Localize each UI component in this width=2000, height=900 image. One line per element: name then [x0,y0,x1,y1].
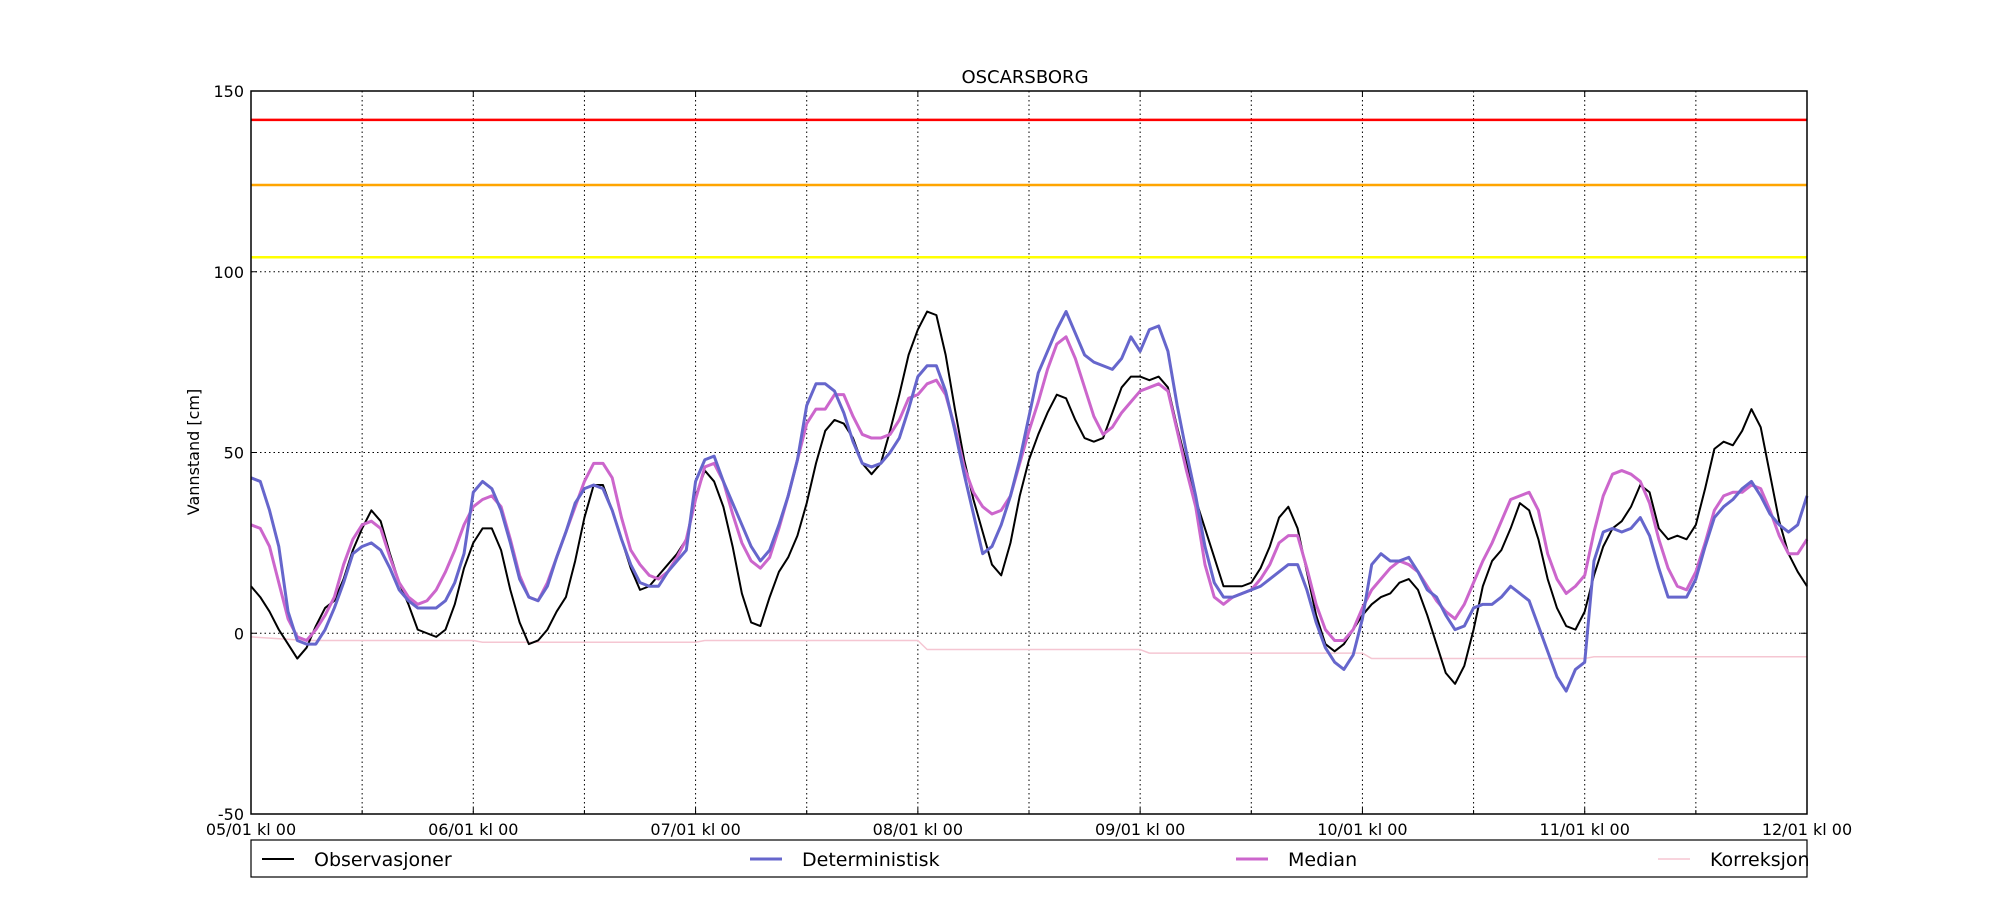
chart-title: OSCARSBORG [961,67,1088,88]
x-tick-label: 09/01 kl 00 [1095,820,1185,839]
y-tick-label: 150 [213,82,244,101]
legend-entry-label: Median [1288,849,1357,871]
y-axis-label: Vannstand [cm] [184,389,203,515]
x-tick-label: 11/01 kl 00 [1540,820,1630,839]
series-layer [250,310,1809,693]
legend-entry-label: Observasjoner [314,849,452,871]
tick-layer: -50 0 50 100 150 05/01 kl 00 06/01 kl 00 07/01 … [206,82,1852,839]
y-tick-label: -50 [218,805,244,824]
x-tick-label: 07/01 kl 00 [650,820,740,839]
series-line-deterministisk [250,310,1809,693]
series-line-korreksjon [250,636,1807,660]
x-tick-label: 12/01 kl 00 [1762,820,1852,839]
series-line-observasjoner [250,310,1808,685]
legend-entry-label: Korreksjon [1710,849,1810,871]
y-tick-label: 0 [234,624,244,643]
legend-frame [250,839,1808,878]
x-tick-label: 10/01 kl 00 [1317,820,1407,839]
grid-layer [251,91,1807,814]
x-tick-label: 08/01 kl 00 [873,820,963,839]
y-tick-label: 50 [224,444,244,463]
legend-entry-label: Deterministisk [802,849,940,871]
x-tick-label: 05/01 kl 00 [206,820,296,839]
threshold-layer [251,118,1807,259]
y-tick-label: 100 [213,263,244,282]
legend: Observasjoner Deterministisk Median Korreks… [250,839,1810,878]
x-tick-label: 06/01 kl 00 [428,820,518,839]
